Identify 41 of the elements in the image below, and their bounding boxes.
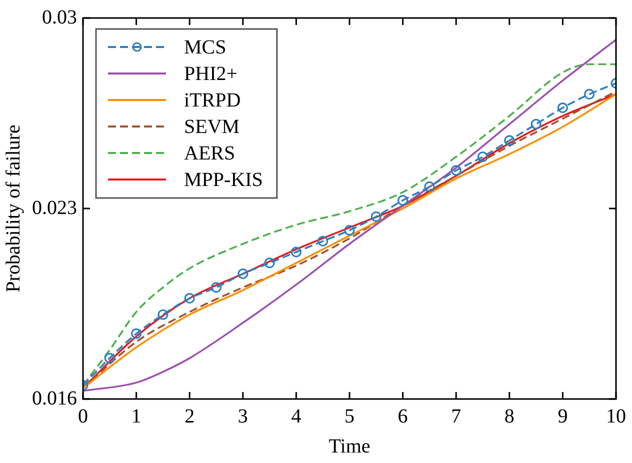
- legend-label: SEVM: [184, 116, 240, 138]
- point: [584, 88, 595, 100]
- y-tick-label: 0.016: [32, 387, 77, 410]
- legend-label: MPP-KIS: [184, 168, 263, 191]
- point: [530, 118, 542, 130]
- point: [131, 328, 142, 339]
- y-axis-title: Probability of failure: [2, 124, 24, 292]
- point: [238, 268, 248, 280]
- legend-label: iTRPD: [184, 89, 241, 112]
- point: [290, 246, 302, 258]
- x-axis-title: Time: [328, 435, 370, 458]
- point: [557, 102, 568, 114]
- point: [344, 224, 355, 236]
- legend-label: PHI2+: [184, 62, 238, 85]
- legend-label: MCS: [184, 36, 226, 58]
- point: [424, 181, 435, 192]
- point: [184, 293, 195, 304]
- point: [318, 236, 328, 246]
- y-tick-label: 0.03: [42, 6, 77, 28]
- x-tick-label: 5: [344, 405, 354, 428]
- x-tick-label: 7: [451, 405, 462, 428]
- legend-label: AERS: [184, 142, 236, 164]
- x-tick-label: 8: [504, 405, 514, 428]
- x-tick-label: 10: [606, 405, 626, 428]
- point: [477, 151, 488, 162]
- point: [398, 195, 408, 206]
- x-tick-label: 4: [291, 405, 302, 428]
- x-tick-label: 2: [184, 405, 195, 428]
- x-tick-label: 0: [78, 405, 88, 428]
- x-tick-label: 9: [558, 405, 568, 428]
- x-tick-label: 6: [398, 405, 408, 428]
- point: [210, 282, 222, 293]
- x-tick-label: 1: [131, 405, 142, 428]
- point: [104, 352, 115, 364]
- point: [158, 309, 168, 320]
- point: [264, 258, 275, 268]
- point: [450, 165, 462, 176]
- point: [370, 211, 382, 222]
- point: [504, 135, 515, 146]
- y-tick-label: 0.023: [32, 196, 77, 219]
- x-tick-label: 3: [238, 405, 248, 428]
